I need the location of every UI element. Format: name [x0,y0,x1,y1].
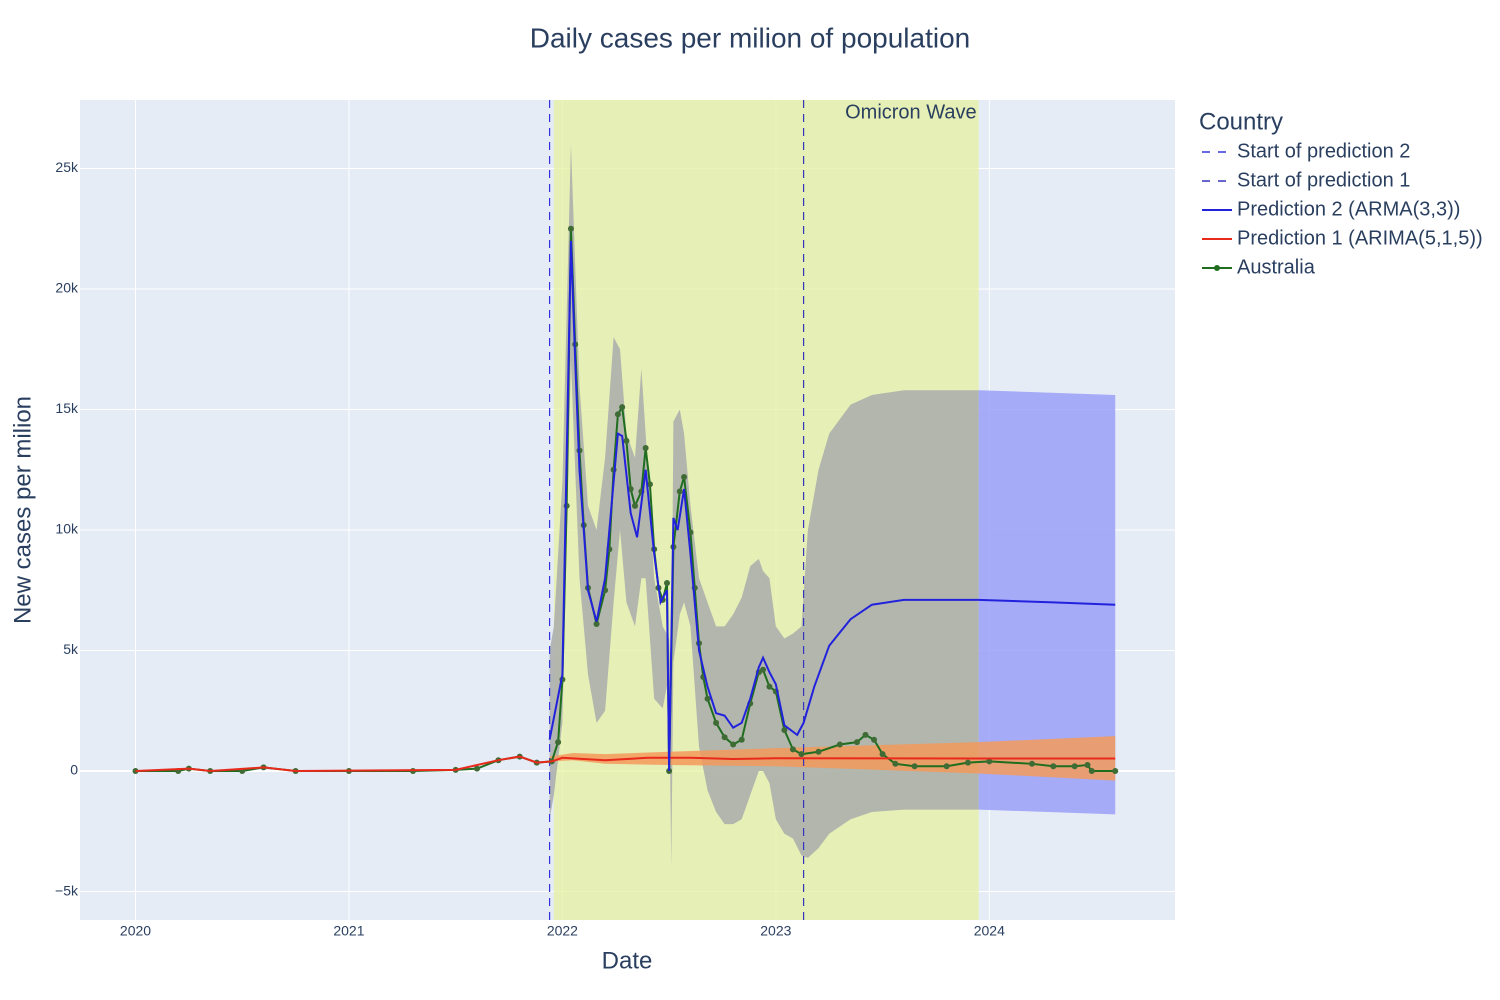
legend-marker [1214,265,1220,271]
data-point [781,727,788,734]
data-point [730,741,737,748]
data-point [642,445,649,452]
data-point [1112,768,1119,775]
y-tick-label: 10k [55,521,79,537]
y-tick-label: 5k [63,641,79,657]
data-point [681,473,688,480]
data-point [1050,763,1057,770]
data-point [1071,763,1078,770]
data-point [1088,768,1095,775]
data-point [871,736,878,743]
data-point [766,683,773,690]
data-point [760,666,767,673]
data-point [943,763,950,770]
data-point [646,481,653,488]
data-point [862,731,869,738]
data-point [555,739,562,746]
data-point [704,695,711,702]
data-point [738,736,745,743]
data-point [676,488,683,495]
confidence-band [549,144,979,868]
data-point [593,621,600,628]
y-tick-label: 0 [70,762,78,778]
x-tick-label: 2021 [333,923,364,939]
x-tick-label: 2024 [974,923,1005,939]
legend-label: Start of prediction 2 [1237,140,1410,162]
x-tick-label: 2023 [760,923,791,939]
data-point [663,580,670,587]
data-point [798,751,805,758]
x-axis-title: Date [602,947,653,974]
annotation: Omicron Wave [845,101,977,123]
data-point [1084,762,1091,769]
data-point [623,437,630,444]
data-point [631,502,638,509]
y-tick-label: 25k [55,159,79,175]
data-point [853,739,860,746]
legend-label: Prediction 1 (ARIMA(5,1,5)) [1237,227,1483,249]
x-tick-label: 2020 [120,923,151,939]
data-point [789,746,796,753]
data-point [836,741,843,748]
legend-label: Start of prediction 1 [1237,169,1410,191]
data-point [567,225,574,232]
y-tick-label: 15k [55,400,79,416]
legend-label: Prediction 2 (ARMA(3,3)) [1237,198,1460,220]
data-point [911,763,918,770]
data-point [892,760,899,767]
y-axis-title: New cases per milion [9,396,36,624]
data-point [713,719,720,726]
data-point [815,748,822,755]
data-point [1028,760,1035,767]
y-tick-label: 20k [55,280,79,296]
legend-title: Country [1199,108,1283,135]
data-point [879,751,886,758]
legend-label: Australia [1237,256,1316,278]
data-point [964,759,971,766]
y-tick-label: −5k [55,882,79,898]
data-point [986,758,993,765]
data-point [721,734,728,741]
data-point [474,765,481,772]
series-line [135,755,1116,773]
data-point [619,404,626,411]
series-line [548,240,1116,772]
data-point [614,411,621,418]
x-tick-label: 2022 [547,923,578,939]
chart-title: Daily cases per milion of population [530,22,970,53]
